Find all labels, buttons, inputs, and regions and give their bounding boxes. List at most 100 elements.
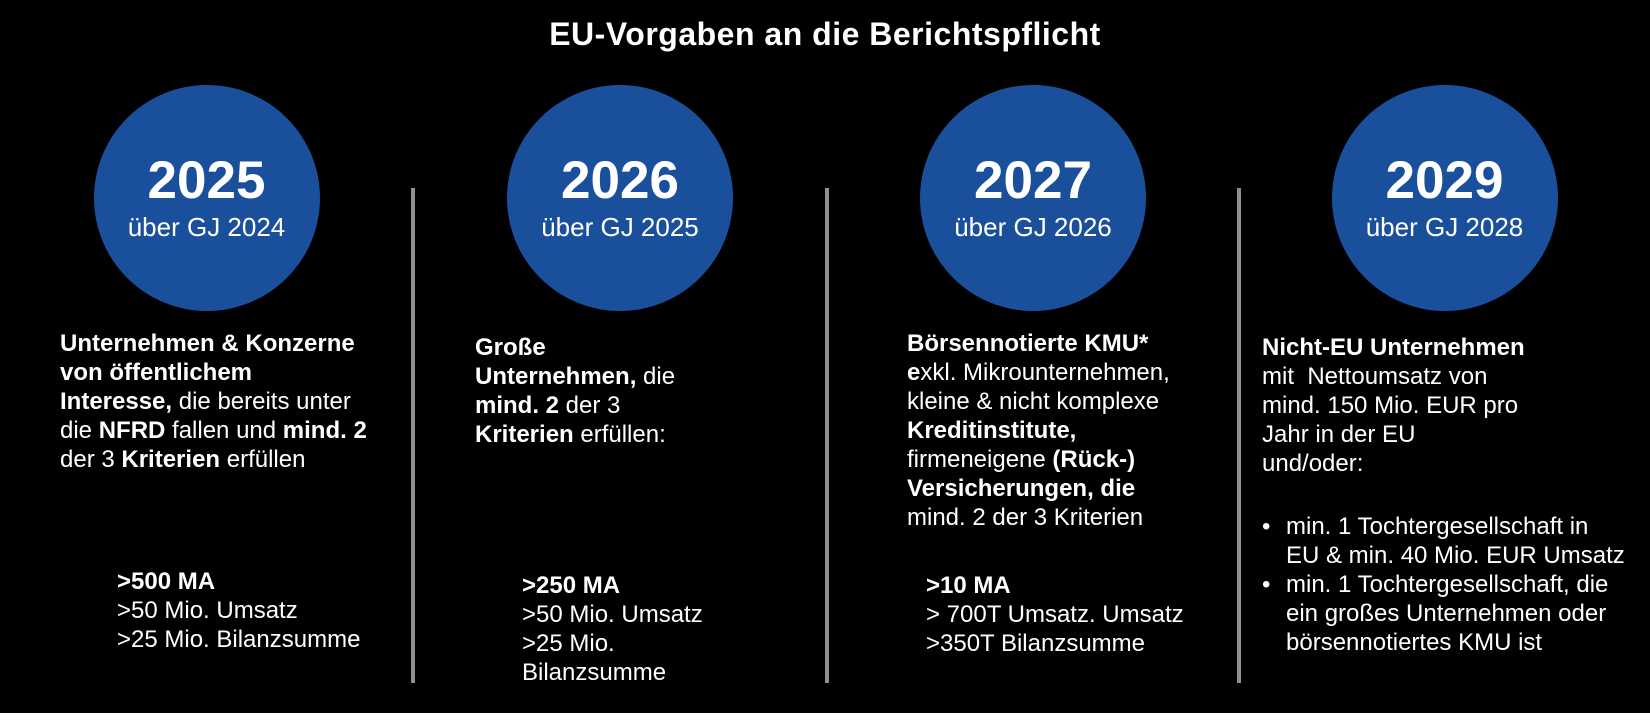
text-line: min. 1 Tochtergesellschaft in — [1286, 513, 1589, 540]
text-run: die — [60, 417, 99, 444]
year-circle: 2027 über GJ 2026 — [920, 85, 1146, 311]
text-run: Unternehmen, — [475, 363, 637, 390]
description-text: Nicht-EU Unternehmen mit Nettoumsatz von m… — [1262, 333, 1525, 478]
text-line: >25 Mio. Bilanzsumme — [117, 625, 360, 654]
text-line: firmeneigene (Rück-) — [907, 445, 1170, 474]
text-line: min. 1 Tochtergesellschaft, die — [1286, 571, 1609, 598]
year-circle: 2029 über GJ 2028 — [1331, 85, 1558, 311]
text-run: mind. 150 Mio. EUR pro — [1262, 392, 1519, 419]
text-run: mind. 2 — [475, 392, 560, 419]
column-divider — [1237, 188, 1241, 683]
year-label: 2025 — [147, 150, 266, 210]
bullet-item: • min. 1 Tochtergesellschaft in EU & min. … — [1262, 512, 1625, 570]
column-divider — [825, 188, 829, 683]
year-circle: 2025 über GJ 2024 — [93, 85, 320, 311]
timeline-column-2025: 2025 über GJ 2024 Unternehmen & Konzerne vo… — [0, 0, 413, 727]
text-line: mind. 2 der 3 — [475, 391, 675, 420]
text-run: (Rück-) — [1052, 446, 1136, 473]
text-line: Unternehmen & Konzerne — [60, 329, 367, 358]
text-run: > 700T Umsatz. Umsatz — [926, 601, 1184, 628]
text-run: e — [907, 359, 921, 386]
text-run: Kriterien — [121, 446, 221, 473]
text-run: der 3 — [60, 446, 122, 473]
text-line: Börsennotierte KMU* — [907, 329, 1170, 358]
text-run: NFRD — [98, 417, 166, 444]
fiscal-year-label: über GJ 2025 — [541, 211, 699, 242]
bottom-white-strip — [0, 713, 1650, 727]
text-line: Interesse, die bereits unter — [60, 387, 367, 416]
timeline-column-2026: 2026 über GJ 2025 Große Unternehmen, die min… — [413, 0, 827, 727]
bullet-icon: • — [1262, 571, 1271, 598]
text-run: fallen und — [165, 417, 283, 444]
text-line: Bilanzsumme — [522, 658, 703, 687]
text-run: die bereits unter — [172, 388, 351, 415]
text-run: Kriterien — [475, 421, 574, 448]
text-line: Kriterien erfüllen: — [475, 420, 675, 449]
text-line: börsennotiertes KMU ist — [1286, 629, 1543, 656]
text-run: xkl. Mikrounternehmen, — [920, 359, 1170, 386]
text-run: mind. 2 — [282, 417, 367, 444]
text-run: >10 MA — [926, 572, 1011, 599]
fiscal-year-label: über GJ 2028 — [1365, 211, 1524, 242]
text-line: > 700T Umsatz. Umsatz — [926, 600, 1184, 629]
text-run: Versicherungen, die — [907, 475, 1136, 502]
text-line: >25 Mio. — [522, 629, 703, 658]
text-line: Kreditinstitute, — [907, 416, 1170, 445]
page-title: EU-Vorgaben an die Berichtspflicht — [549, 16, 1101, 52]
fiscal-year-label: über GJ 2024 — [127, 211, 286, 242]
description-text: Große Unternehmen, die mind. 2 der 3 Kriter… — [475, 333, 675, 449]
text-run: Interesse, — [60, 388, 173, 415]
criteria-list: >10 MA > 700T Umsatz. Umsatz >350T Bilanzs… — [926, 571, 1184, 658]
text-line: >500 MA — [117, 567, 360, 596]
text-run: mit Nettoumsatz von — [1262, 363, 1488, 390]
fiscal-year-label: über GJ 2026 — [954, 211, 1112, 242]
text-run: >250 MA — [522, 572, 621, 599]
text-run: >350T Bilanzsumme — [926, 630, 1145, 657]
text-run: und/oder: — [1262, 450, 1364, 477]
text-run: kleine & nicht komplexe — [907, 388, 1160, 415]
text-run: >25 Mio. Bilanzsumme — [117, 626, 361, 653]
bullet-text: min. 1 Tochtergesellschaft in EU & min. 4… — [1286, 512, 1625, 570]
text-run: erfüllen: — [573, 421, 666, 448]
text-run: >25 Mio. — [522, 630, 615, 657]
text-run: der 3 — [559, 392, 621, 419]
text-line: der 3 Kriterien erfüllen — [60, 445, 367, 474]
text-line: die NFRD fallen und mind. 2 — [60, 416, 367, 445]
text-line: >250 MA — [522, 571, 703, 600]
text-line: exkl. Mikrounternehmen, — [907, 358, 1170, 387]
text-line: Jahr in der EU — [1262, 420, 1525, 449]
bullet-icon: • — [1262, 513, 1271, 540]
bullet-list: • min. 1 Tochtergesellschaft in EU & min. … — [1262, 512, 1625, 657]
text-run: Große — [475, 334, 546, 361]
text-run: >50 Mio. Umsatz — [522, 601, 703, 628]
text-run: Bilanzsumme — [522, 659, 667, 686]
text-run: Börsennotierte KMU* — [907, 330, 1149, 357]
text-line: Versicherungen, die — [907, 474, 1170, 503]
criteria-list: >500 MA >50 Mio. Umsatz >25 Mio. Bilanzsum… — [117, 567, 360, 654]
text-run: Unternehmen & Konzerne — [60, 330, 355, 357]
bullet-item: • min. 1 Tochtergesellschaft, die ein groß… — [1262, 570, 1625, 657]
description-text: Börsennotierte KMU* exkl. Mikrounternehme… — [907, 329, 1170, 532]
text-line: >50 Mio. Umsatz — [117, 596, 360, 625]
text-run: >500 MA — [117, 568, 216, 595]
text-line: ein großes Unternehmen oder — [1286, 600, 1607, 627]
text-line: mit Nettoumsatz von — [1262, 362, 1525, 391]
year-label: 2029 — [1385, 150, 1504, 210]
text-run: >50 Mio. Umsatz — [117, 597, 298, 624]
criteria-list: >250 MA >50 Mio. Umsatz >25 Mio. Bilanzsumm… — [522, 571, 703, 687]
text-line: >50 Mio. Umsatz — [522, 600, 703, 629]
text-line: mind. 2 der 3 Kriterien — [907, 503, 1170, 532]
text-line: Große — [475, 333, 675, 362]
text-line: >10 MA — [926, 571, 1184, 600]
text-run: Kreditinstitute, — [907, 417, 1077, 444]
text-line: Unternehmen, die — [475, 362, 675, 391]
text-line: mind. 150 Mio. EUR pro — [1262, 391, 1525, 420]
text-line: EU & min. 40 Mio. EUR Umsatz — [1286, 542, 1625, 569]
timeline-column-2027: 2027 über GJ 2026 Börsennotierte KMU* exkl.… — [827, 0, 1239, 727]
year-label: 2026 — [561, 150, 679, 210]
text-run: erfüllen — [220, 446, 306, 473]
timeline-column-2029: 2029 über GJ 2028 Nicht-EU Unternehmen mit … — [1239, 0, 1650, 727]
text-run: Jahr in der EU — [1262, 421, 1416, 448]
bullet-text: min. 1 Tochtergesellschaft, die ein große… — [1286, 570, 1608, 657]
